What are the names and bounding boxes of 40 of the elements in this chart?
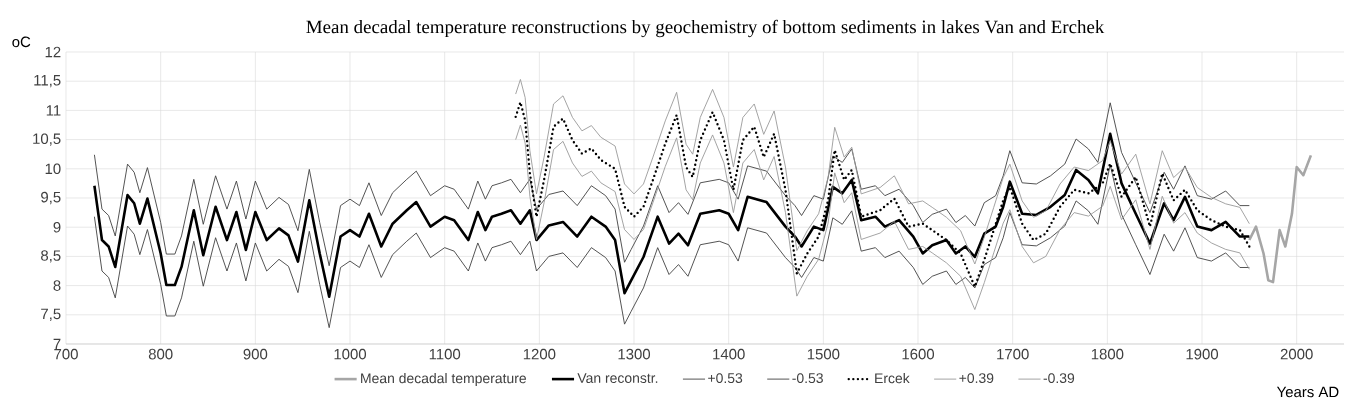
x-axis-title: Years AD (1276, 386, 1339, 398)
y-tick-label: 7,5 (41, 308, 61, 321)
legend-label: +0.39 (959, 373, 994, 384)
y-axis-title: oC (12, 36, 31, 48)
x-tick-label: 800 (148, 348, 173, 360)
y-tick-label: 8,5 (41, 250, 61, 263)
x-tick-label: 1700 (997, 348, 1029, 360)
x-tick-label: 1100 (429, 348, 461, 360)
x-tick-label: 1300 (618, 348, 651, 360)
legend-label: Van reconstr. (577, 373, 658, 383)
y-tick-label: 7 (53, 338, 61, 350)
x-tick-label: 1800 (1091, 348, 1124, 360)
x-tick-label: 1600 (902, 348, 935, 360)
y-tick-label: 10,5 (33, 133, 61, 146)
y-tick-label: 12 (45, 46, 61, 58)
x-tick-label: 1500 (807, 348, 840, 360)
x-tick-label: 1900 (1186, 348, 1219, 360)
y-tick-label: 10 (45, 163, 61, 175)
line-series (515, 79, 1250, 265)
y-tick-label: 11,5 (34, 75, 61, 88)
legend-label: +0.53 (708, 373, 743, 384)
y-tick-label: 8 (53, 280, 61, 291)
line-series (93, 102, 1250, 267)
x-tick-label: 2000 (1280, 348, 1313, 360)
chart-title: Mean decadal temperature reconstructions by geochemistry of bottom sediments in lakes Van and Erchek (306, 19, 1105, 38)
line-series (1248, 154, 1313, 284)
y-tick-label: 11 (46, 105, 61, 116)
y-tick-label: 9,5 (41, 191, 61, 205)
x-tick-label: 1000 (334, 348, 367, 360)
x-tick-label: 1400 (713, 348, 745, 360)
legend-label: -0.53 (792, 373, 823, 384)
x-tick-label: 700 (54, 348, 78, 360)
x-tick-label: 1200 (523, 348, 556, 360)
x-tick-label: 900 (243, 348, 268, 360)
legend-label: Ercek (875, 373, 910, 384)
line-series (93, 164, 1250, 329)
line-series (515, 124, 1250, 310)
y-tick-label: 9 (53, 221, 61, 233)
legend-label: -0.39 (1043, 373, 1075, 384)
legend-label: Mean decadal temperature (361, 373, 526, 386)
